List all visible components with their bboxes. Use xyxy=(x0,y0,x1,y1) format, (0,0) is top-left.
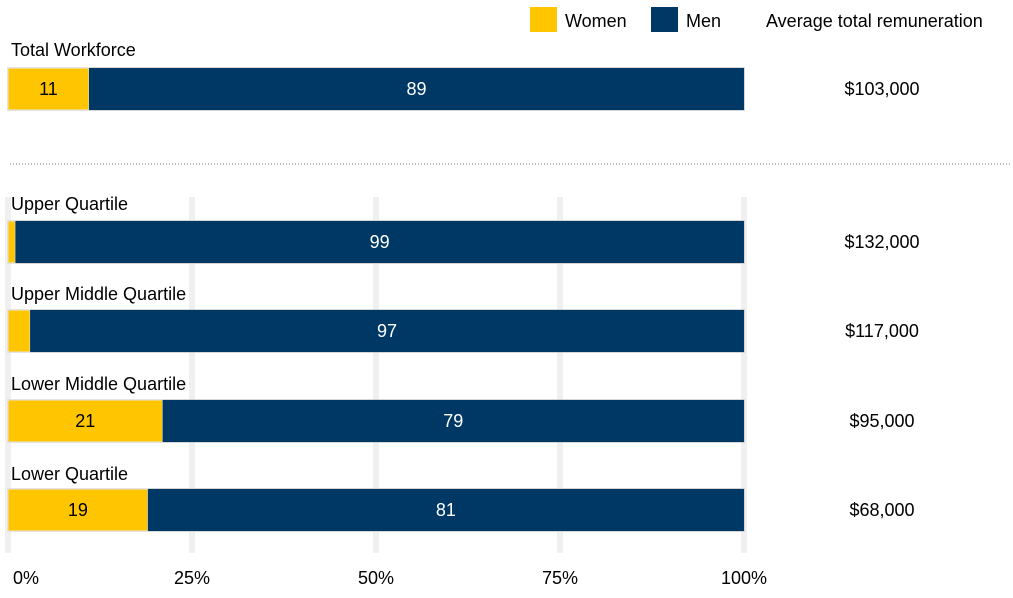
bar-segment-women xyxy=(7,220,16,264)
data-label-women: 21 xyxy=(75,411,95,431)
grid-line xyxy=(741,197,747,553)
legend-label-men: Men xyxy=(686,11,721,31)
x-tick-label: 50% xyxy=(358,568,394,588)
category-label: Lower Middle Quartile xyxy=(11,374,186,394)
grid-lines xyxy=(5,197,747,553)
category-label: Upper Quartile xyxy=(11,194,128,214)
bar-segment-men xyxy=(88,68,744,110)
data-label-men: 81 xyxy=(436,500,456,520)
remuneration-value: $117,000 xyxy=(845,321,919,341)
data-label-men: 99 xyxy=(370,232,390,252)
grid-line xyxy=(5,197,11,553)
data-label-men: 97 xyxy=(377,321,397,341)
category-label: Total Workforce xyxy=(11,40,136,60)
category-label: Lower Quartile xyxy=(11,464,128,484)
x-tick-label: 100% xyxy=(721,568,767,588)
remuneration-value: $95,000 xyxy=(849,411,914,431)
data-label-men: 89 xyxy=(406,79,426,99)
legend: Women Men Average total remuneration xyxy=(530,7,983,32)
grid-line xyxy=(189,197,195,553)
bar-segment-men xyxy=(147,489,745,531)
category-label: Upper Middle Quartile xyxy=(11,284,186,304)
bars xyxy=(7,67,745,532)
labels: Total Workforce 11 89 $103,000 Upper Quartil… xyxy=(11,40,920,520)
x-tick-label: 75% xyxy=(542,568,578,588)
bar-segment-women xyxy=(7,399,164,443)
x-tick-label: 25% xyxy=(174,568,210,588)
grid-line xyxy=(557,197,563,553)
grid-line xyxy=(373,197,379,553)
x-tick-label: 0% xyxy=(13,568,39,588)
bar-segment-women xyxy=(7,67,90,111)
remuneration-header: Average total remuneration xyxy=(766,11,983,31)
legend-swatch-men xyxy=(651,7,678,32)
data-label-women: 11 xyxy=(39,79,58,99)
remuneration-value: $103,000 xyxy=(844,79,919,99)
bar-segment-men xyxy=(15,221,745,263)
data-label-women: 19 xyxy=(68,500,88,520)
x-axis-ticks: 0% 25% 50% 75% 100% xyxy=(13,568,767,588)
bar-segment-men xyxy=(30,310,744,352)
legend-label-women: Women xyxy=(565,11,627,31)
remuneration-value: $68,000 xyxy=(849,500,914,520)
data-label-men: 79 xyxy=(443,411,463,431)
bar-segment-women xyxy=(7,309,31,353)
bar-segment-men xyxy=(162,400,744,442)
legend-swatch-women xyxy=(530,7,557,32)
remuneration-value: $132,000 xyxy=(844,232,919,252)
